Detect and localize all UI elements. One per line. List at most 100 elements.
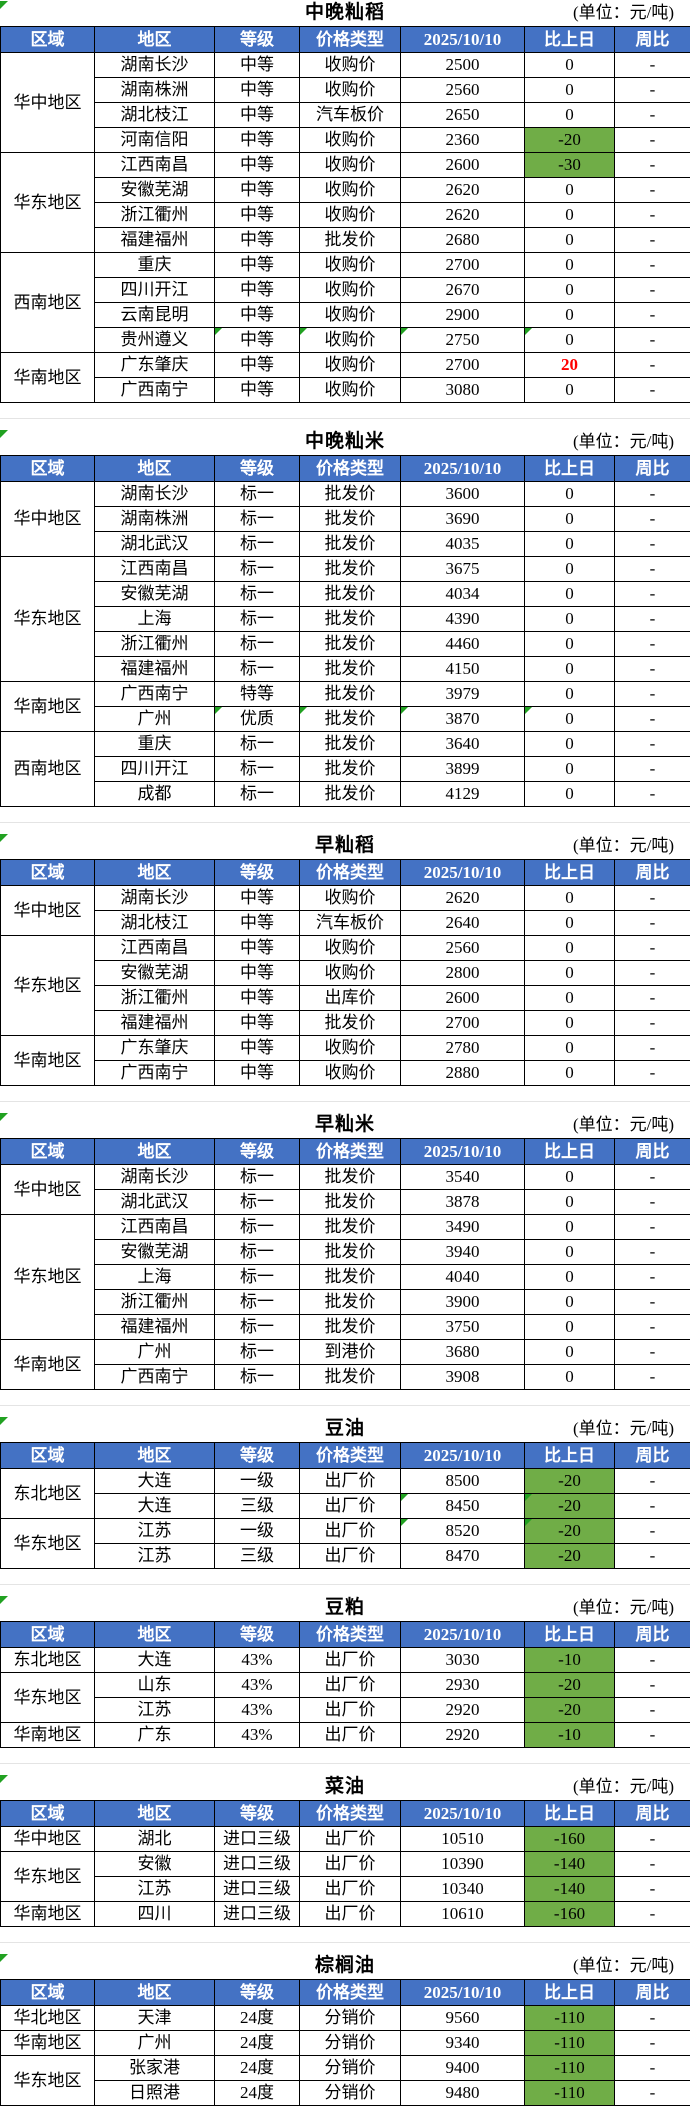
week-cell: -	[615, 482, 690, 507]
week-cell: -	[615, 1036, 690, 1061]
price-cell: 2880	[401, 1061, 525, 1086]
type-cell: 批发价	[300, 732, 401, 757]
price-cell: 2680	[401, 228, 525, 253]
grade-cell: 标一	[215, 1365, 300, 1390]
area-cell: 福建福州	[95, 657, 215, 682]
grade-cell: 中等	[215, 986, 300, 1011]
column-header: 地区	[95, 1443, 215, 1469]
region-cell: 华南地区	[1, 1340, 95, 1390]
area-cell: 日照港	[95, 2081, 215, 2106]
type-cell: 出厂价	[300, 1852, 401, 1877]
week-cell: -	[615, 1673, 690, 1698]
area-cell: 大连	[95, 1648, 215, 1673]
grade-cell: 标一	[215, 1165, 300, 1190]
region-cell: 华东地区	[1, 1673, 95, 1723]
grade-cell: 中等	[215, 378, 300, 403]
week-cell: -	[615, 986, 690, 1011]
week-cell: -	[615, 657, 690, 682]
price-cell: 2600	[401, 153, 525, 178]
column-header: 价格类型	[300, 1801, 401, 1827]
change-cell: 0	[525, 103, 615, 128]
price-cell: 2920	[401, 1723, 525, 1748]
unit-label: (单位：元/吨)	[490, 429, 690, 455]
price-cell: 2560	[401, 936, 525, 961]
grade-cell: 中等	[215, 103, 300, 128]
column-header: 价格类型	[300, 860, 401, 886]
type-cell: 批发价	[300, 1215, 401, 1240]
column-header: 区域	[1, 27, 95, 53]
price-cell: 2920	[401, 1698, 525, 1723]
column-header: 比上日	[525, 1139, 615, 1165]
grade-cell: 中等	[215, 203, 300, 228]
price-cell: 2750	[401, 328, 525, 353]
grade-cell: 中等	[215, 886, 300, 911]
type-cell: 收购价	[300, 886, 401, 911]
price-cell: 3870	[401, 707, 525, 732]
grade-cell: 中等	[215, 353, 300, 378]
change-cell: -10	[525, 1723, 615, 1748]
grade-cell: 标一	[215, 607, 300, 632]
week-cell: -	[615, 1698, 690, 1723]
week-cell: -	[615, 732, 690, 757]
price-cell: 9480	[401, 2081, 525, 2106]
week-cell: -	[615, 78, 690, 103]
week-cell: -	[615, 682, 690, 707]
column-header: 2025/10/10	[401, 27, 525, 53]
week-cell: -	[615, 203, 690, 228]
column-header: 2025/10/10	[401, 1622, 525, 1648]
area-cell: 四川开江	[95, 278, 215, 303]
price-cell: 3690	[401, 507, 525, 532]
change-cell: 0	[525, 557, 615, 582]
column-header: 2025/10/10	[401, 1443, 525, 1469]
column-header: 周比	[615, 860, 690, 886]
price-cell: 3750	[401, 1315, 525, 1340]
type-cell: 收购价	[300, 128, 401, 153]
type-cell: 出厂价	[300, 1902, 401, 1927]
change-cell: -20	[525, 1673, 615, 1698]
area-cell: 湖南株洲	[95, 78, 215, 103]
type-cell: 收购价	[300, 203, 401, 228]
grade-cell: 标一	[215, 557, 300, 582]
week-cell: -	[615, 911, 690, 936]
price-cell: 4035	[401, 532, 525, 557]
week-cell: -	[615, 353, 690, 378]
region-cell: 华东地区	[1, 1852, 95, 1902]
area-cell: 云南昆明	[95, 303, 215, 328]
week-cell: -	[615, 1265, 690, 1290]
type-cell: 出厂价	[300, 1723, 401, 1748]
column-header: 价格类型	[300, 1443, 401, 1469]
type-cell: 批发价	[300, 1165, 401, 1190]
column-header: 2025/10/10	[401, 456, 525, 482]
price-cell: 2800	[401, 961, 525, 986]
error-flag-icon	[525, 707, 532, 714]
grade-cell: 中等	[215, 911, 300, 936]
region-cell: 华南地区	[1, 682, 95, 732]
type-cell: 收购价	[300, 328, 401, 353]
grade-cell: 43%	[215, 1673, 300, 1698]
type-cell: 收购价	[300, 253, 401, 278]
grade-cell: 标一	[215, 732, 300, 757]
column-header: 2025/10/10	[401, 1980, 525, 2006]
price-cell: 2500	[401, 53, 525, 78]
change-cell: -140	[525, 1852, 615, 1877]
grade-cell: 一级	[215, 1469, 300, 1494]
column-header: 地区	[95, 1801, 215, 1827]
price-cell: 3899	[401, 757, 525, 782]
change-cell: 0	[525, 986, 615, 1011]
error-flag-icon	[215, 328, 222, 335]
area-cell: 四川	[95, 1902, 215, 1927]
type-cell: 到港价	[300, 1340, 401, 1365]
type-cell: 分销价	[300, 2081, 401, 2106]
type-cell: 出厂价	[300, 1494, 401, 1519]
week-cell: -	[615, 886, 690, 911]
